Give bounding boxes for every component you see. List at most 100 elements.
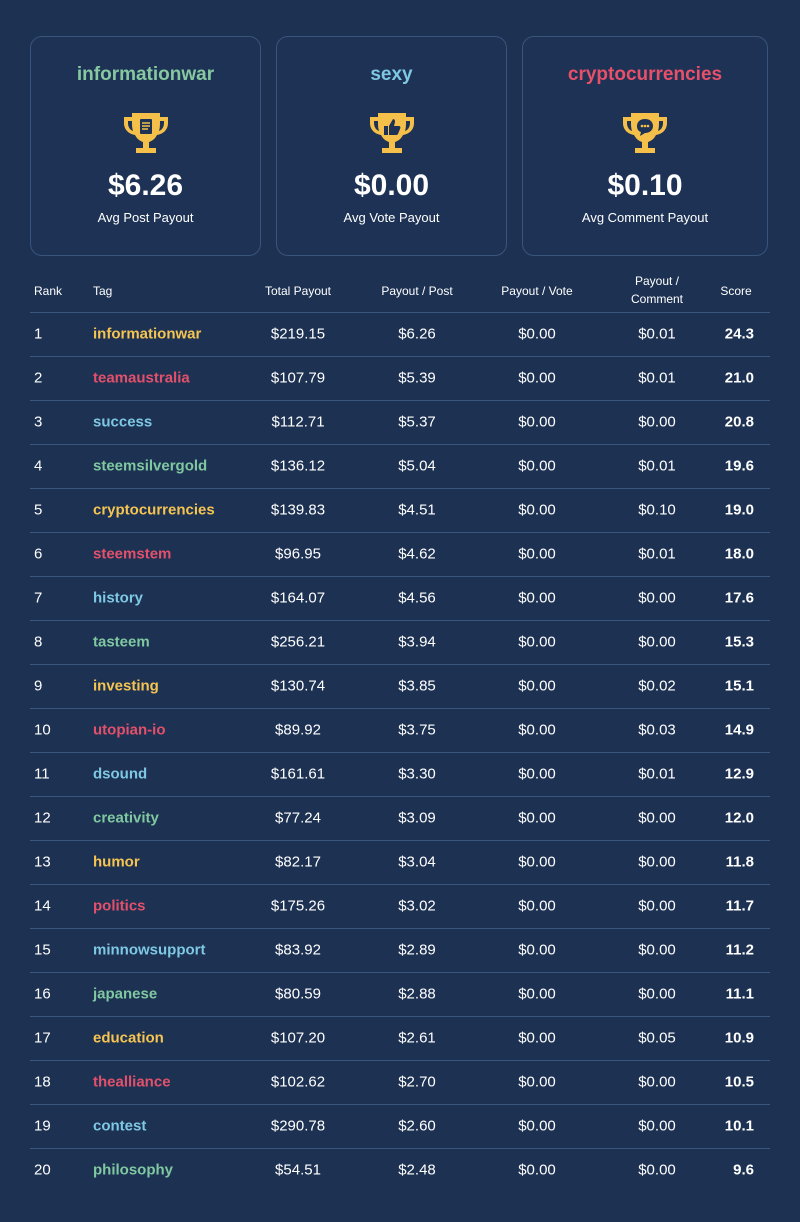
payout: $0.00 bbox=[518, 1117, 556, 1135]
rank: 10 bbox=[34, 721, 51, 739]
payout: $2.61 bbox=[398, 1029, 436, 1047]
rank: 19 bbox=[34, 1117, 51, 1135]
row-divider bbox=[30, 796, 770, 797]
trophy-icon bbox=[369, 113, 414, 153]
row-divider bbox=[30, 532, 770, 533]
tag-name: creativity bbox=[93, 809, 159, 827]
score: 14.9 bbox=[724, 721, 754, 739]
card-value: $0.00 bbox=[353, 169, 430, 202]
rank: 18 bbox=[34, 1073, 51, 1091]
payout: $4.51 bbox=[398, 501, 436, 519]
payout: $0.01 bbox=[638, 369, 676, 387]
payout: $175.26 bbox=[270, 897, 326, 915]
card-label: Avg Vote Payout bbox=[343, 210, 440, 225]
rank: 3 bbox=[34, 413, 43, 431]
score: 17.6 bbox=[724, 589, 754, 607]
tag-name: utopian-io bbox=[93, 721, 166, 739]
card-title: cryptocurrencies bbox=[567, 64, 723, 85]
payout: $256.21 bbox=[270, 633, 326, 651]
rank: 15 bbox=[34, 941, 51, 959]
payout: $3.09 bbox=[398, 809, 436, 827]
score: 19.6 bbox=[724, 457, 754, 475]
tag-name: minnowsupport bbox=[93, 941, 206, 959]
row-divider bbox=[30, 356, 770, 357]
rank: 13 bbox=[34, 853, 51, 871]
payout: $0.00 bbox=[638, 853, 676, 871]
card: sexy $0.00 Avg Vote Payout bbox=[276, 36, 507, 256]
score: 11.8 bbox=[725, 853, 754, 871]
payout: $0.00 bbox=[518, 1029, 556, 1047]
payout: $4.56 bbox=[398, 589, 436, 607]
score: 10.9 bbox=[724, 1029, 754, 1047]
payout: $3.04 bbox=[398, 853, 436, 871]
score: 11.2 bbox=[725, 941, 754, 959]
tag-name: philosophy bbox=[93, 1161, 173, 1179]
payout: $0.00 bbox=[518, 501, 556, 519]
payout: $2.48 bbox=[398, 1161, 436, 1179]
row-divider bbox=[30, 708, 770, 709]
score: 24.3 bbox=[724, 325, 754, 343]
payout: $2.89 bbox=[398, 941, 436, 959]
score: 12.0 bbox=[724, 809, 754, 827]
rank: 7 bbox=[34, 589, 43, 607]
payout: $0.00 bbox=[518, 809, 556, 827]
payout: $0.00 bbox=[638, 1073, 676, 1091]
score: 15.3 bbox=[724, 633, 754, 651]
row-divider bbox=[30, 444, 770, 445]
rank: 14 bbox=[34, 897, 51, 915]
column-header: Payout / Comment bbox=[630, 274, 683, 306]
payout: $0.01 bbox=[638, 457, 676, 475]
tag-name: dsound bbox=[93, 765, 148, 783]
payout: $0.00 bbox=[518, 325, 556, 343]
tag-name: cryptocurrencies bbox=[93, 501, 215, 519]
payout: $0.10 bbox=[638, 501, 676, 519]
rank: 5 bbox=[34, 501, 43, 519]
payout: $5.37 bbox=[398, 413, 436, 431]
tag-name: steemsilvergold bbox=[93, 457, 208, 475]
payout: $136.12 bbox=[270, 457, 326, 475]
card: informationwar $6.26 Avg Post Payout bbox=[30, 36, 261, 256]
payout: $0.00 bbox=[638, 809, 676, 827]
payout: $96.95 bbox=[275, 545, 321, 563]
tag-name: education bbox=[93, 1029, 164, 1047]
tag-name: politics bbox=[93, 897, 146, 915]
payout: $107.79 bbox=[270, 369, 326, 387]
tag-name: tasteem bbox=[93, 633, 150, 651]
payout: $80.59 bbox=[275, 985, 321, 1003]
rank: 1 bbox=[34, 325, 43, 343]
row-divider bbox=[30, 1104, 770, 1105]
row-divider bbox=[30, 312, 770, 313]
payout: $0.00 bbox=[638, 633, 676, 651]
tag-name: japanese bbox=[93, 985, 158, 1003]
rank: 11 bbox=[34, 765, 50, 783]
payout: $0.00 bbox=[638, 589, 676, 607]
payout: $3.02 bbox=[398, 897, 436, 915]
payout: $139.83 bbox=[270, 501, 326, 519]
payout: $161.61 bbox=[270, 765, 326, 783]
tag-name: thealliance bbox=[93, 1073, 171, 1091]
card-value: $0.10 bbox=[607, 169, 683, 202]
column-header: Total Payout bbox=[264, 284, 332, 298]
payout: $82.17 bbox=[275, 853, 321, 871]
score: 19.0 bbox=[724, 501, 754, 519]
payout: $0.00 bbox=[518, 765, 556, 783]
payout: $54.51 bbox=[275, 1161, 321, 1179]
payout: $0.00 bbox=[518, 413, 556, 431]
tag-name: steemstem bbox=[93, 545, 172, 563]
payout: $0.00 bbox=[518, 853, 556, 871]
score: 10.1 bbox=[724, 1117, 754, 1135]
tag-name: success bbox=[93, 413, 153, 431]
payout: $0.00 bbox=[518, 677, 556, 695]
payout: $0.00 bbox=[518, 633, 556, 651]
rank: 20 bbox=[34, 1161, 51, 1179]
rank: 4 bbox=[34, 457, 43, 475]
payout: $0.00 bbox=[518, 369, 556, 387]
row-divider bbox=[30, 752, 770, 753]
payout: $0.00 bbox=[638, 941, 676, 959]
payout: $0.00 bbox=[638, 897, 676, 915]
payout: $3.94 bbox=[398, 633, 436, 651]
score: 11.7 bbox=[725, 897, 754, 915]
card-label: Avg Comment Payout bbox=[581, 210, 709, 225]
trophy-icon bbox=[123, 113, 168, 153]
